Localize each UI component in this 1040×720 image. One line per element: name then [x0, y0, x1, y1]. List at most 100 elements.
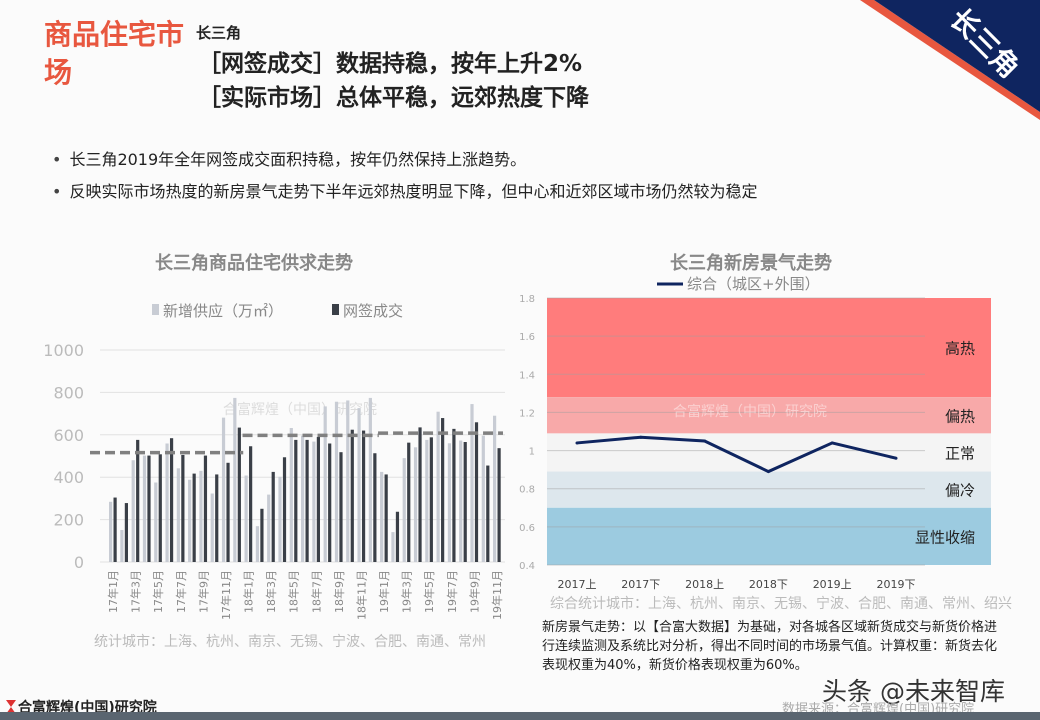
watermark: 合富辉煌（中国）研究院 [223, 401, 377, 418]
x-tick-label: 18年3月 [264, 570, 278, 613]
footer-bar [0, 712, 1040, 720]
x-tick-label: 2017上 [558, 578, 597, 591]
bar-signed [361, 430, 366, 562]
x-tick-label: 19年7月 [445, 570, 459, 613]
y-tick-label: 1 [529, 447, 535, 458]
y-tick-label: 1000 [43, 341, 84, 360]
bar-signed [305, 439, 309, 562]
bar-signed [328, 443, 332, 562]
bar-supply [267, 494, 271, 562]
page-title: 商品住宅市场 [44, 18, 185, 89]
right-chart-footnote: 综合统计城市：上海、杭州、南京、无锡、宁波、合肥、南通、常州、绍兴 [550, 596, 1012, 612]
y-tick-label: 1.2 [519, 408, 535, 419]
bar-supply [165, 443, 169, 562]
supply-demand-chart: 0 200 400 600 800 1000 新增供应（万㎡） 网签成交合富辉煌（中国）研究院… [43, 302, 505, 620]
bar-supply [391, 532, 395, 562]
bar-signed [384, 474, 388, 562]
band-偏冷 [547, 471, 991, 508]
bar-signed [158, 454, 162, 562]
bar-supply [255, 526, 260, 562]
bar-signed [147, 455, 151, 562]
x-tick-label: 18年1月 [242, 570, 256, 613]
bar-supply [425, 439, 429, 562]
y-tick-label: 1.8 [519, 294, 535, 305]
bar-supply [436, 411, 440, 562]
bar-supply [233, 397, 237, 562]
y-tick-label: 400 [53, 468, 84, 487]
bar-signed [407, 442, 411, 562]
y-tick-label: 1.6 [519, 332, 535, 343]
watermark-text: 头条 @未来智库 [822, 677, 1005, 706]
bar-signed [192, 473, 196, 562]
x-tick-label: 19年9月 [467, 570, 481, 613]
x-tick-label: 19年5月 [422, 570, 436, 613]
bar-supply [131, 460, 135, 562]
headline-1: ［网签成交］数据持稳，按年上升2% [198, 51, 583, 77]
bar-supply [413, 447, 418, 562]
x-tick-label: 17年7月 [174, 570, 188, 613]
x-tick-label: 19年3月 [400, 570, 414, 613]
bar-signed [136, 439, 140, 562]
x-tick-label: 17年9月 [196, 570, 210, 613]
bar-supply [142, 455, 147, 562]
bar-supply [278, 476, 282, 562]
band-label: 偏热 [945, 407, 975, 425]
series-line [576, 435, 897, 474]
bar-signed [474, 422, 479, 562]
left-chart-title: 长三角商品住宅供求走势 [155, 253, 353, 274]
bar-signed [497, 448, 501, 562]
x-tick-label: 18年5月 [287, 570, 301, 613]
x-tick-label: 2019下 [877, 578, 916, 591]
data-point [830, 441, 834, 445]
bar-supply [368, 397, 372, 562]
y-tick-label: 0 [74, 553, 84, 572]
data-point [639, 435, 643, 439]
data-point [575, 441, 579, 445]
y-tick-label: 0.4 [519, 561, 535, 572]
bar-supply [459, 440, 463, 562]
region-label: 长三角 [196, 24, 242, 42]
band-label: 正常 [945, 444, 975, 462]
x-tick-label: 17年11月 [219, 570, 233, 620]
bar-supply [470, 404, 474, 562]
bar-signed [418, 427, 422, 562]
bar-signed [395, 511, 400, 562]
bar-signed [350, 429, 354, 562]
bar-supply [346, 400, 350, 562]
bar-signed [452, 428, 456, 562]
right-chart-title: 长三角新房景气走势 [670, 253, 832, 274]
bar-supply [176, 468, 180, 562]
bar-signed [441, 418, 445, 562]
x-tick-label: 19年1月 [377, 570, 391, 613]
bar-supply [301, 435, 305, 562]
bar-supply [221, 417, 226, 562]
watermark: 合富辉煌（中国）研究院 [673, 403, 827, 420]
bar-supply [154, 482, 158, 562]
x-tick-label: 17年5月 [151, 570, 165, 613]
bar-signed [203, 455, 208, 562]
bar-supply [210, 493, 214, 562]
bar-supply [493, 415, 497, 562]
x-tick-label: 2017下 [621, 578, 660, 591]
bar-supply [334, 401, 339, 562]
bar-signed [271, 471, 275, 562]
x-tick-label: 18年11月 [354, 570, 368, 620]
methodology-note: 新房景气走势：以【合富大数据】为基础，对各城各区域新货成交与新货价格进行连续监测… [542, 620, 998, 673]
bar-signed [181, 454, 185, 562]
x-tick-label: 18年7月 [309, 570, 323, 613]
y-tick-label: 800 [53, 383, 84, 402]
bar-signed [486, 465, 490, 562]
bar-signed [124, 503, 128, 562]
headline-2: ［实际市场］总体平稳，远郊热度下降 [198, 85, 589, 111]
bar-supply [244, 475, 248, 562]
bar-supply [312, 441, 316, 562]
legend-label: 综合（城区+外围） [687, 275, 820, 293]
data-point [766, 470, 770, 474]
y-tick-label: 0.6 [519, 523, 535, 534]
band-label: 显性收缩 [915, 528, 975, 546]
band-偏热 [547, 397, 991, 434]
bar-signed [226, 462, 230, 562]
bar-signed [249, 446, 253, 562]
bar-supply [447, 443, 452, 562]
